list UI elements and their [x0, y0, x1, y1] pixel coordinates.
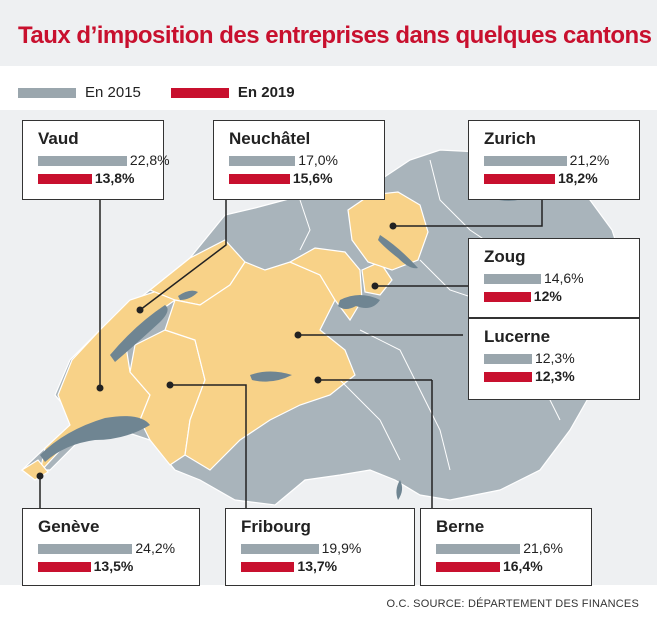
- chart-title: Taux d’imposition des entreprises dans q…: [18, 22, 652, 49]
- bar-2019: [241, 562, 295, 572]
- value-label-2019: 16,4%: [502, 558, 543, 574]
- value-label-2015: 21,6%: [523, 540, 563, 556]
- canton-name: Neuchâtel: [229, 129, 311, 148]
- bar-2015: [241, 544, 319, 554]
- canton-box: Zurich 21,2% 18,2%: [468, 120, 640, 200]
- canton-berne: [164, 261, 356, 471]
- value-label-2019: 13,8%: [94, 170, 135, 186]
- value-label-2015: 17,0%: [298, 152, 338, 168]
- source-note: O.C. SOURCE: DÉPARTEMENT DES FINANCES: [386, 598, 639, 610]
- bar-2015: [484, 354, 532, 364]
- bar-2015: [229, 156, 296, 166]
- canton-name: Berne: [436, 517, 485, 536]
- canton-name: Lucerne: [484, 327, 551, 346]
- bar-2019: [436, 562, 500, 572]
- leader-dots: [36, 222, 397, 480]
- canton-box: Genève 24,2% 13,5%: [22, 508, 200, 586]
- bar-2019: [484, 372, 532, 382]
- lake-zurich: [378, 235, 418, 269]
- bar-2015: [484, 156, 567, 166]
- value-label-2015: 14,6%: [543, 270, 584, 286]
- legend-swatch-2015: [18, 87, 76, 98]
- canton-box: Fribourg 19,9% 13,7%: [225, 508, 415, 586]
- canton-box: Vaud 22,8% 13,8%: [22, 120, 170, 200]
- legend-swatch-2019: [170, 87, 229, 98]
- leader-lines: [39, 192, 543, 508]
- value-label-2019: 12%: [533, 288, 562, 304]
- value-label-2019: 12,3%: [534, 368, 575, 384]
- bar-2019: [38, 562, 91, 572]
- value-label-2019: 15,6%: [292, 170, 333, 186]
- value-label-2015: 22,8%: [129, 152, 170, 168]
- bar-2015: [38, 156, 127, 166]
- value-label-2015: 19,9%: [321, 540, 362, 556]
- canton-name: Zurich: [484, 129, 536, 148]
- lake-biel: [178, 290, 198, 300]
- lake-thun: [250, 371, 292, 382]
- canton-name: Vaud: [38, 129, 79, 148]
- legend: En 2015 En 2019: [18, 84, 295, 101]
- canton-name: Genève: [38, 517, 100, 536]
- value-label-2019: 13,5%: [93, 558, 134, 574]
- value-label-2015: 24,2%: [135, 540, 176, 556]
- title-bar: [0, 0, 657, 66]
- canton-box: Zoug 14,6% 12%: [468, 238, 640, 318]
- canton-box: Lucerne 12,3% 12,3%: [468, 318, 640, 400]
- legend-label-2015: En 2015: [85, 84, 141, 101]
- value-label-2019: 18,2%: [557, 170, 598, 186]
- value-label-2019: 13,7%: [297, 558, 338, 574]
- value-label-2015: 12,3%: [534, 350, 575, 366]
- lake-maggiore: [396, 480, 403, 500]
- bar-2019: [229, 174, 290, 184]
- bar-2015: [484, 274, 541, 284]
- value-label-2015: 21,2%: [569, 152, 610, 168]
- bar-2015: [436, 544, 521, 554]
- bar-2019: [484, 174, 555, 184]
- lake-lucerne: [338, 295, 380, 309]
- canton-name: Fribourg: [241, 517, 311, 536]
- canton-box: Neuchâtel 17,0% 15,6%: [213, 120, 385, 200]
- bar-2015: [38, 544, 133, 554]
- bar-2019: [484, 292, 531, 302]
- canton-name: Zoug: [484, 247, 526, 266]
- lake-neuchatel: [110, 305, 168, 362]
- bar-2019: [38, 174, 92, 184]
- legend-label-2019: En 2019: [237, 84, 295, 101]
- lake-geneva: [40, 416, 150, 462]
- canton-box: Berne 21,6% 16,4%: [420, 508, 592, 586]
